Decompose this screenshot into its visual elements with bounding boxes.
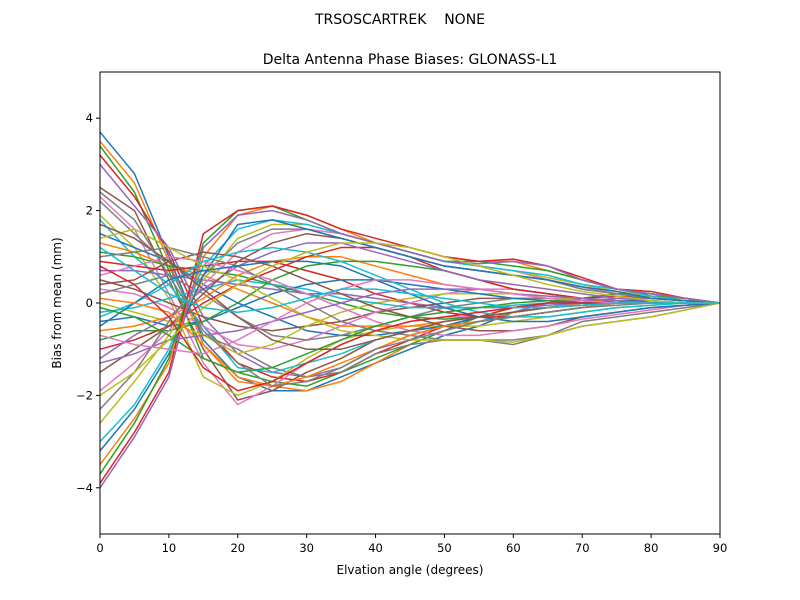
y-axis: −4 −2 0 2 4 <box>76 111 100 495</box>
y-axis-label: Bias from mean (mm) <box>50 237 64 368</box>
x-tick-label: 60 <box>506 541 521 555</box>
series-line-31 <box>99 219 721 452</box>
y-tick-label: −2 <box>76 388 93 402</box>
x-tick-label: 80 <box>644 541 659 555</box>
y-tick-label: 0 <box>86 296 93 310</box>
series-line-48 <box>99 191 720 387</box>
x-tick-label: 90 <box>713 541 728 555</box>
x-axis: 0 10 20 30 40 50 60 70 80 90 <box>96 534 727 555</box>
x-tick-label: 50 <box>437 541 452 555</box>
series-line-50 <box>99 246 720 313</box>
series-line-45 <box>99 288 720 364</box>
x-tick-label: 30 <box>299 541 314 555</box>
x-tick-label: 0 <box>96 541 103 555</box>
chart-suptitle: TRSOSCARTREK NONE <box>314 12 485 28</box>
series-layer <box>99 131 721 489</box>
x-tick-label: 10 <box>162 541 177 555</box>
y-tick-label: −4 <box>76 481 93 495</box>
x-axis-label: Elvation angle (degrees) <box>337 563 484 577</box>
x-tick-label: 20 <box>230 541 245 555</box>
y-tick-label: 4 <box>86 111 93 125</box>
y-tick-label: 2 <box>86 204 93 218</box>
series-line-40 <box>99 246 720 318</box>
chart-title: Delta Antenna Phase Biases: GLONASS-L1 <box>263 52 558 68</box>
series-line-35 <box>99 209 721 489</box>
x-tick-label: 40 <box>368 541 383 555</box>
x-tick-label: 70 <box>575 541 590 555</box>
